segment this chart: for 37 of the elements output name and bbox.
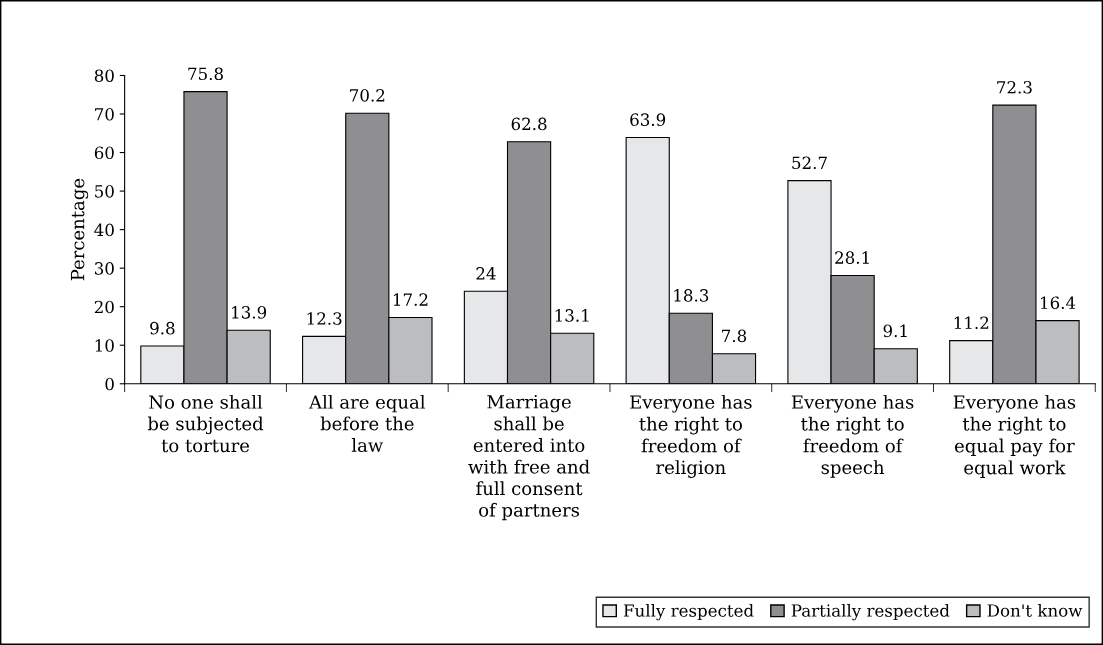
y-tick-label: 20 <box>94 300 114 314</box>
y-tick-label: 10 <box>95 339 114 352</box>
x-tick-label: Everyone has the right to freedom of religion <box>630 394 752 478</box>
data-label: 18.3 <box>674 289 709 302</box>
data-label: 28.1 <box>835 251 869 264</box>
data-label: 9.1 <box>883 324 907 338</box>
data-label: 62.8 <box>511 117 547 131</box>
x-tick-label: Everyone has the right to equal pay for equal work <box>953 394 1076 478</box>
data-label: 12.3 <box>307 312 342 325</box>
y-axis-title: Percentage <box>70 178 89 281</box>
data-label: 9.8 <box>150 321 175 335</box>
x-tick-label: Marriage shall be entered into with free and full consent of partners <box>468 395 590 521</box>
y-tick-label: 40 <box>94 223 114 237</box>
data-label: 7.8 <box>722 329 747 343</box>
y-tick-label: 0 <box>105 377 114 391</box>
data-label: 70.2 <box>350 89 385 102</box>
data-label: 75.8 <box>188 67 223 81</box>
y-tick-label: 80 <box>94 69 114 83</box>
data-label: 17.2 <box>393 293 428 306</box>
data-label: 63.9 <box>630 113 666 126</box>
data-label: 24 <box>476 267 496 280</box>
x-tick-label: All are equal before the law <box>308 394 426 453</box>
x-tick-label: No one shall be subjected to torture <box>147 394 264 453</box>
data-label: 11.2 <box>954 316 989 330</box>
legend-label: Fully respected <box>623 603 754 621</box>
y-tick-label: 70 <box>95 107 114 121</box>
data-label: 13.1 <box>555 309 589 322</box>
legend-label: Partially respected <box>791 603 950 621</box>
data-label: 52.7 <box>792 156 827 170</box>
data-label: 13.9 <box>232 306 267 319</box>
x-tick-label: Everyone has the right to freedom of speech <box>791 394 914 478</box>
y-tick-label: 30 <box>94 262 114 275</box>
legend-label: Don't know <box>987 603 1083 617</box>
data-label: 16.4 <box>1041 296 1076 310</box>
data-label: 72.3 <box>997 80 1032 94</box>
y-tick-label: 50 <box>95 185 114 198</box>
y-tick-label: 60 <box>94 146 114 160</box>
